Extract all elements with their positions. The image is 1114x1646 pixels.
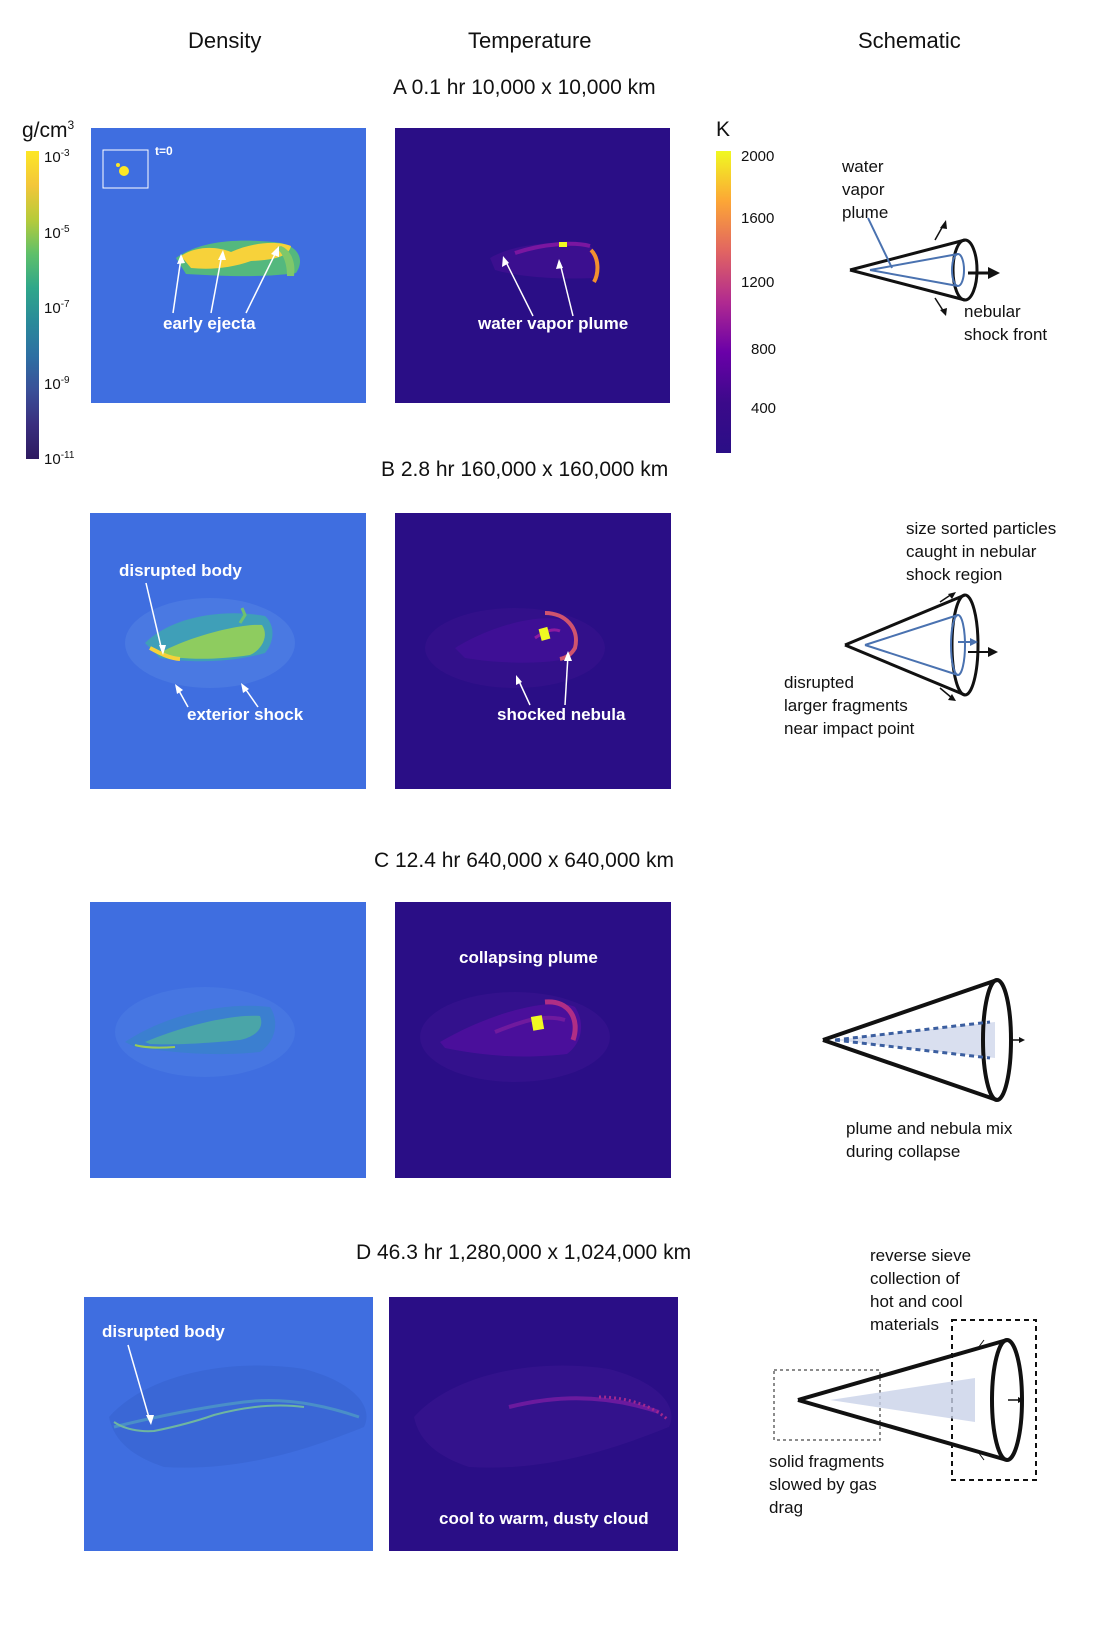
schematic-c [822, 978, 1025, 1102]
temperature-a-plot [490, 241, 600, 317]
temperature-panel-d: cool to warm, dusty cloud [389, 1297, 678, 1551]
temperature-c-plot [420, 992, 610, 1082]
temperature-d-label: cool to warm, dusty cloud [439, 1509, 649, 1528]
density-tick-2: 10-5 [44, 224, 70, 242]
density-colorbar [26, 151, 39, 459]
schematic-b [844, 592, 998, 701]
density-panel-a: t=0 early ejecta [91, 128, 366, 403]
density-b-label-shock: exterior shock [187, 705, 304, 724]
temperature-tick-2000: 2000 [741, 148, 775, 165]
row-title-d: D 46.3 hr 1,280,000 x 1,024,000 km [356, 1241, 692, 1264]
schematic-a-label-shock: nebular shock front [964, 302, 1048, 344]
density-colorbar-unit: g/cm3 [22, 118, 75, 142]
density-tick-5: 10-11 [44, 450, 75, 468]
density-d-label: disrupted body [102, 1322, 225, 1341]
temperature-panel-c: collapsing plume [395, 902, 671, 1178]
density-tick-4: 10-9 [44, 375, 70, 393]
temperature-tick-1200: 1200 [741, 274, 775, 291]
density-tick-3: 10-7 [44, 299, 70, 317]
row-title-c: C 12.4 hr 640,000 x 640,000 km [374, 849, 675, 872]
temperature-tick-400: 400 [751, 400, 777, 417]
temperature-b-plot [425, 608, 605, 706]
temperature-tick-1600: 1600 [741, 210, 775, 227]
density-a-inset-label: t=0 [155, 144, 173, 158]
temperature-d-plot [414, 1365, 672, 1468]
density-tick-1: 10-3 [44, 148, 70, 166]
density-d-plot [109, 1344, 367, 1468]
column-header-density: Density [188, 28, 262, 53]
density-panel-d: disrupted body [84, 1297, 373, 1551]
row-title-a: A 0.1 hr 10,000 x 10,000 km [393, 76, 656, 99]
row-title-b: B 2.8 hr 160,000 x 160,000 km [381, 458, 669, 481]
density-panel-b: disrupted body exterior shock [90, 513, 366, 789]
temperature-a-label: water vapor plume [478, 314, 629, 333]
density-a-label: early ejecta [163, 314, 256, 333]
density-c-plot [115, 987, 295, 1077]
column-header-schematic: Schematic [858, 28, 961, 53]
temperature-panel-b: shocked nebula [395, 513, 671, 789]
temperature-panel-a: water vapor plume [395, 128, 670, 403]
temperature-colorbar [716, 151, 731, 453]
density-b-label-disrupted: disrupted body [119, 561, 242, 580]
column-header-temperature: Temperature [468, 28, 592, 53]
temperature-colorbar-unit: K [716, 118, 731, 141]
schematic-a-label-water: water vapor plume [842, 157, 889, 222]
schematic-d-label-bottom: solid fragments slowed by gas drag [769, 1452, 885, 1517]
schematic-d-label-top: reverse sieve collection of hot and cool ma… [870, 1246, 972, 1334]
temperature-b-label: shocked nebula [497, 705, 626, 724]
schematic-c-label: plume and nebula mix during collapse [846, 1119, 1013, 1161]
temperature-c-label: collapsing plume [459, 948, 598, 967]
temperature-tick-800: 800 [751, 341, 777, 358]
density-panel-c [90, 902, 366, 1178]
schematic-d [773, 1319, 1037, 1481]
density-b-plot [125, 582, 295, 708]
schematic-b-label-top: size sorted particles caught in nebular sh… [906, 519, 1057, 584]
density-a-arrows [172, 246, 279, 314]
schematic-a [849, 217, 1000, 316]
schematic-b-label-bottom: disrupted larger fragments near impact poi… [784, 673, 915, 738]
